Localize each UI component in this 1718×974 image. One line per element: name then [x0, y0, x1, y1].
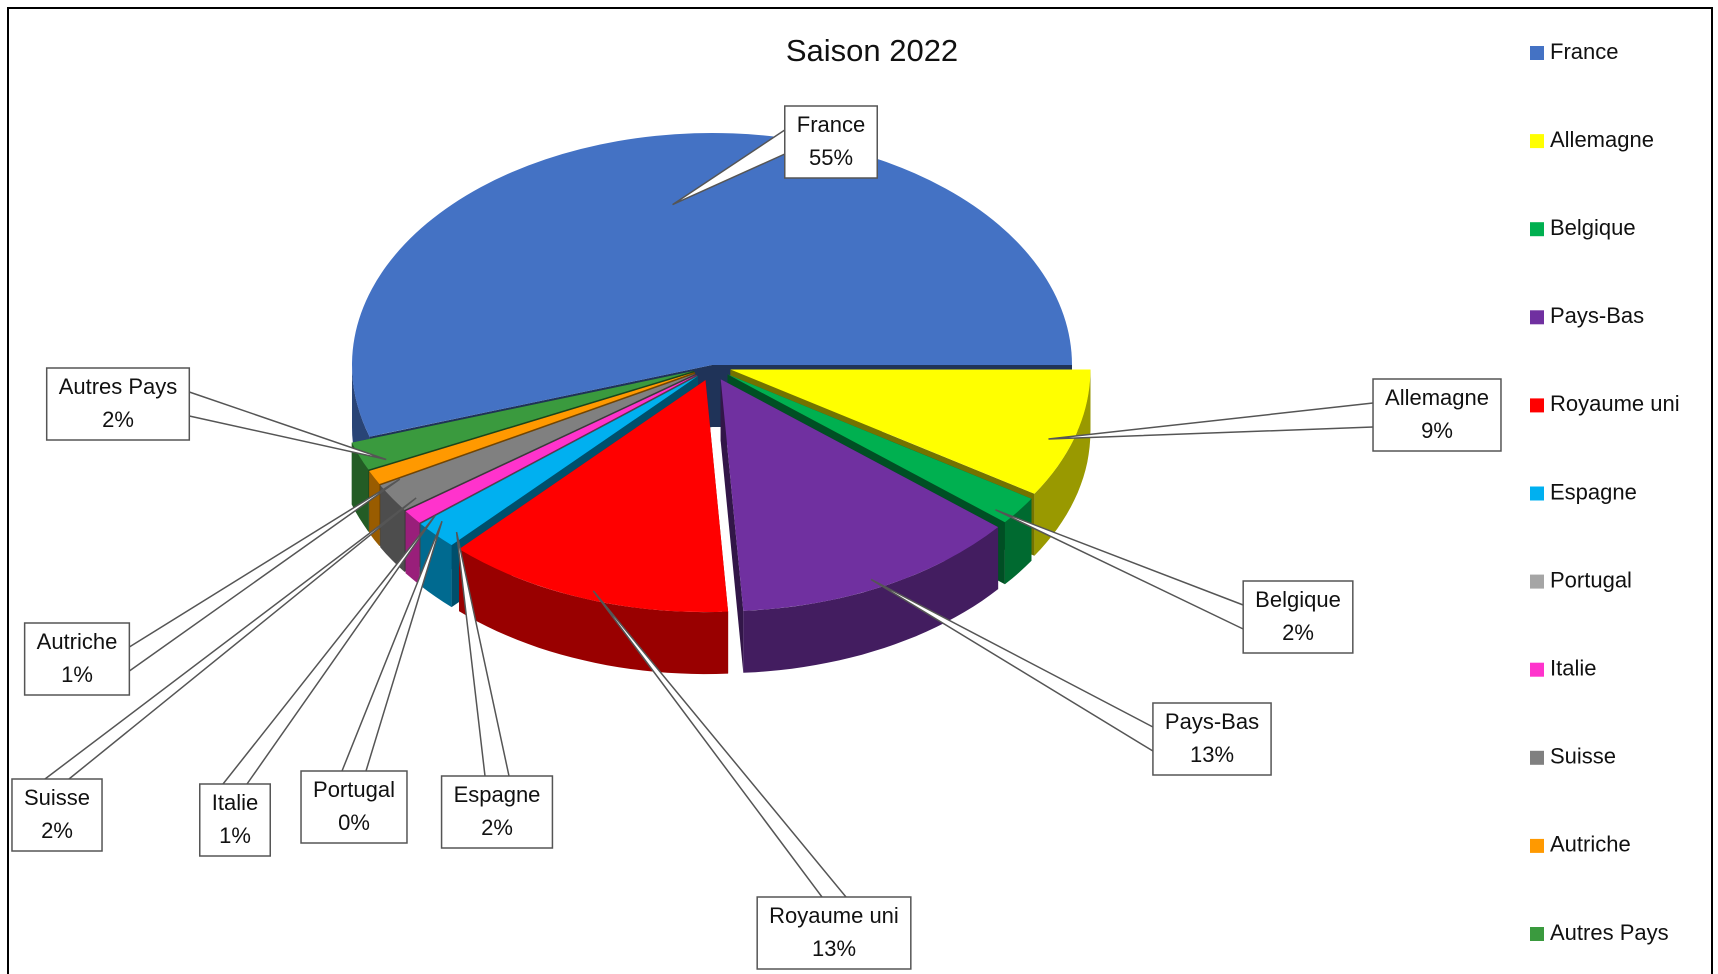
callout-leader: [189, 391, 387, 461]
callout-box: [199, 783, 271, 857]
callout-box: [1152, 702, 1272, 776]
legend-label: Belgique: [1550, 215, 1636, 240]
slice-side: [420, 523, 452, 608]
callout-box: [45, 367, 191, 441]
callouts: France 55% Allemagne 9% Belgique 2% Pays-Bas 13…: [11, 105, 1502, 970]
callout-box: [784, 105, 878, 179]
callout-box: [11, 778, 103, 852]
data-label-category: Espagne: [454, 782, 541, 807]
data-label-category: Allemagne: [1385, 385, 1489, 410]
data-label-category: Suisse: [24, 785, 90, 810]
slice-side: [743, 527, 999, 673]
slice: [730, 369, 1091, 494]
data-label-value: 13%: [1190, 742, 1234, 767]
legend-label: France: [1550, 39, 1618, 64]
legend-swatch: [1530, 310, 1544, 325]
data-label-category: Portugal: [313, 777, 395, 802]
data-label-category: France: [797, 112, 865, 137]
slice-tops: [351, 133, 1091, 613]
data-label-category: Autriche: [37, 629, 118, 654]
data-label: Belgique 2%: [995, 509, 1354, 654]
legend-swatch: [1530, 750, 1544, 765]
data-label-value: 2%: [102, 407, 134, 432]
slice: [351, 370, 695, 470]
slice: [405, 374, 697, 523]
callout-leader: [995, 509, 1244, 630]
legend-label: Espagne: [1550, 479, 1637, 504]
data-label-value: 9%: [1421, 418, 1453, 443]
slice-side: [380, 485, 405, 572]
legend-label: Pays-Bas: [1550, 303, 1644, 328]
data-label-category: Pays-Bas: [1165, 709, 1259, 734]
callout-leader: [222, 515, 436, 785]
data-label-value: 0%: [338, 810, 370, 835]
legend-label: Autres Pays: [1550, 920, 1669, 945]
slice: [720, 379, 999, 611]
data-label-value: 2%: [41, 818, 73, 843]
legend-swatch: [1530, 574, 1544, 589]
legend-label: Autriche: [1550, 832, 1631, 857]
legend-label: Italie: [1550, 656, 1596, 681]
callout-leader: [672, 129, 786, 206]
data-label-value: 2%: [481, 815, 513, 840]
slice-wall: [720, 379, 744, 673]
callout-box: [756, 896, 912, 970]
data-label-value: 1%: [61, 662, 93, 687]
slice: [419, 375, 698, 524]
data-label: Allemagne 9%: [1048, 378, 1502, 452]
legend-swatch: [1530, 927, 1544, 941]
callout-leader: [592, 590, 847, 898]
slice-side: [459, 549, 729, 675]
data-label: Autres Pays 2%: [45, 367, 387, 461]
data-label: Suisse 2%: [11, 497, 417, 852]
legend-swatch: [1530, 662, 1544, 677]
legend-label: Portugal: [1550, 567, 1632, 592]
slice-side: [1004, 498, 1032, 585]
data-label: Italie 1%: [199, 515, 436, 857]
callout-leader: [44, 497, 417, 780]
slice: [352, 133, 1072, 437]
data-label-category: Belgique: [1255, 587, 1341, 612]
data-label-value: 1%: [219, 823, 251, 848]
data-label: Pays-Bas 13%: [870, 578, 1272, 776]
data-label-value: 2%: [1282, 620, 1314, 645]
callout-leader: [128, 478, 401, 672]
callout-box: [1242, 580, 1354, 654]
data-label-value: 13%: [812, 936, 856, 961]
slice: [459, 380, 729, 613]
callout-box: [23, 622, 131, 696]
legend-swatch: [1530, 398, 1544, 413]
legend-swatch: [1530, 838, 1544, 853]
callout-leader: [1048, 402, 1374, 440]
callout-box: [1372, 378, 1502, 452]
data-label-value: 55%: [809, 145, 853, 170]
chart-title: Saison 2022: [786, 33, 958, 68]
slice: [420, 375, 699, 546]
callout-box: [440, 775, 554, 849]
legend-label: Suisse: [1550, 744, 1616, 769]
slice: [369, 372, 695, 485]
callout-leader: [341, 520, 443, 772]
data-label: Espagne 2%: [440, 531, 554, 849]
slice-side: [1034, 369, 1091, 556]
data-label-category: Italie: [212, 790, 258, 815]
callout-box: [300, 770, 408, 844]
legend-label: Allemagne: [1550, 127, 1654, 152]
slice: [727, 374, 1032, 523]
callout-leader: [870, 578, 1154, 752]
legend-label: Royaume uni: [1550, 391, 1680, 416]
data-label: France 55%: [672, 105, 878, 206]
legend-swatch: [1530, 222, 1544, 237]
data-label: Autriche 1%: [23, 478, 401, 696]
legend-swatch: [1530, 46, 1544, 60]
data-label: Royaume uni 13%: [592, 590, 912, 970]
legend-swatch: [1530, 134, 1544, 149]
data-label: Portugal 0%: [300, 520, 443, 844]
data-label-category: Autres Pays: [59, 374, 178, 399]
callout-leader: [455, 531, 510, 777]
slice: [380, 373, 696, 510]
legend-swatch: [1530, 486, 1544, 501]
data-label-category: Royaume uni: [769, 903, 899, 928]
